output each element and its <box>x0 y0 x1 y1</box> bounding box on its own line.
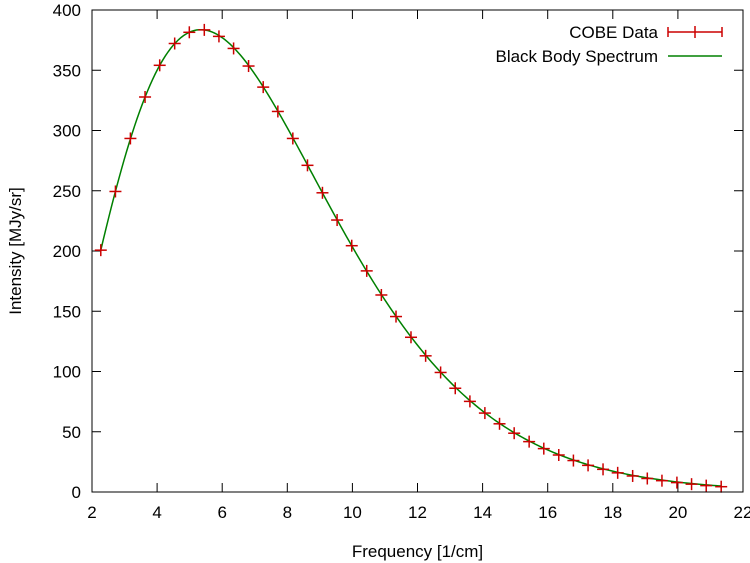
curve-layer <box>100 28 722 487</box>
y-tick-label: 50 <box>62 423 81 442</box>
cobe-data-point <box>242 60 255 73</box>
black-body-curve <box>100 28 722 487</box>
plot-frame <box>91 9 744 493</box>
x-tick-label: 8 <box>283 503 292 522</box>
cobe-data-point <box>434 366 447 379</box>
cobe-data-point <box>478 407 491 420</box>
cobe-data-point <box>508 427 521 440</box>
cobe-data-point <box>552 449 565 462</box>
cobe-data-point <box>345 239 358 252</box>
x-tick-label: 4 <box>152 503 161 522</box>
cobe-data-point <box>360 264 373 277</box>
y-tick-label: 0 <box>72 483 81 502</box>
x-tick-label: 16 <box>538 503 557 522</box>
cobe-data-point <box>537 442 550 455</box>
cobe-data-point <box>301 159 314 172</box>
cobe-data-point <box>331 214 344 227</box>
cobe-data-point <box>523 435 536 448</box>
cobe-data-point <box>611 466 624 479</box>
legend-label-black-body-spectrum: Black Body Spectrum <box>495 47 658 66</box>
legend-sample-cobe-data <box>667 26 723 38</box>
cobe-data-point <box>493 417 506 430</box>
cobe-data-point <box>582 459 595 472</box>
cobe-data-point <box>227 42 240 55</box>
ticks-layer <box>91 9 744 493</box>
x-tick-label: 14 <box>473 503 492 522</box>
legend: COBE Data Black Body Spectrum <box>495 23 723 66</box>
y-tick-label: 150 <box>53 302 81 321</box>
cobe-data-point <box>153 59 166 72</box>
cobe-data-point <box>567 454 580 467</box>
cobe-data-point <box>271 105 284 118</box>
cobe-data-point <box>449 382 462 395</box>
y-tick-label: 100 <box>53 363 81 382</box>
cobe-data-point <box>626 469 639 482</box>
cobe-data-point <box>168 37 181 50</box>
cobe-data-point <box>463 395 476 408</box>
cobe-data-point <box>419 349 432 362</box>
cobe-data-point <box>700 479 713 492</box>
cobe-data-point <box>375 288 388 301</box>
x-tick-label: 2 <box>87 503 96 522</box>
cobe-data-point <box>597 463 610 476</box>
x-axis-title: Frequency [1/cm] <box>352 542 483 561</box>
points-layer <box>94 23 728 493</box>
cobe-data-point <box>139 91 152 104</box>
cobe-data-point <box>124 132 137 145</box>
tick-labels-layer: 2 4 6 8 10 12 14 16 18 20 22 0 50 100 150 200 250 300 350 4… <box>53 1 750 522</box>
cobe-data-point <box>655 474 668 487</box>
y-tick-label: 300 <box>53 122 81 141</box>
cobe-data-point <box>212 30 225 43</box>
y-tick-label: 200 <box>53 242 81 261</box>
cobe-data-point <box>257 81 270 94</box>
cobe-data-point <box>641 472 654 485</box>
cobe-data-point <box>286 132 299 145</box>
cobe-data-point <box>685 478 698 491</box>
cobe-data-point <box>109 185 122 198</box>
cobe-data-point <box>390 310 403 323</box>
cobe-data-point <box>670 476 683 489</box>
x-tick-label: 20 <box>668 503 687 522</box>
x-tick-label: 12 <box>408 503 427 522</box>
cobe-data-point <box>183 26 196 39</box>
cobe-data-point <box>198 23 211 36</box>
x-tick-label: 18 <box>603 503 622 522</box>
y-tick-label: 350 <box>53 61 81 80</box>
y-tick-label: 250 <box>53 182 81 201</box>
cobe-data-point <box>715 480 728 493</box>
cobe-data-point <box>404 331 417 344</box>
x-tick-label: 10 <box>343 503 362 522</box>
x-tick-label: 6 <box>217 503 226 522</box>
x-tick-label: 22 <box>734 503 750 522</box>
legend-label-cobe-data: COBE Data <box>569 23 658 42</box>
cobe-data-point <box>94 244 107 257</box>
cobe-data-point <box>316 186 329 199</box>
y-axis-title: Intensity [MJy/sr] <box>6 187 25 315</box>
y-tick-label: 400 <box>53 1 81 20</box>
